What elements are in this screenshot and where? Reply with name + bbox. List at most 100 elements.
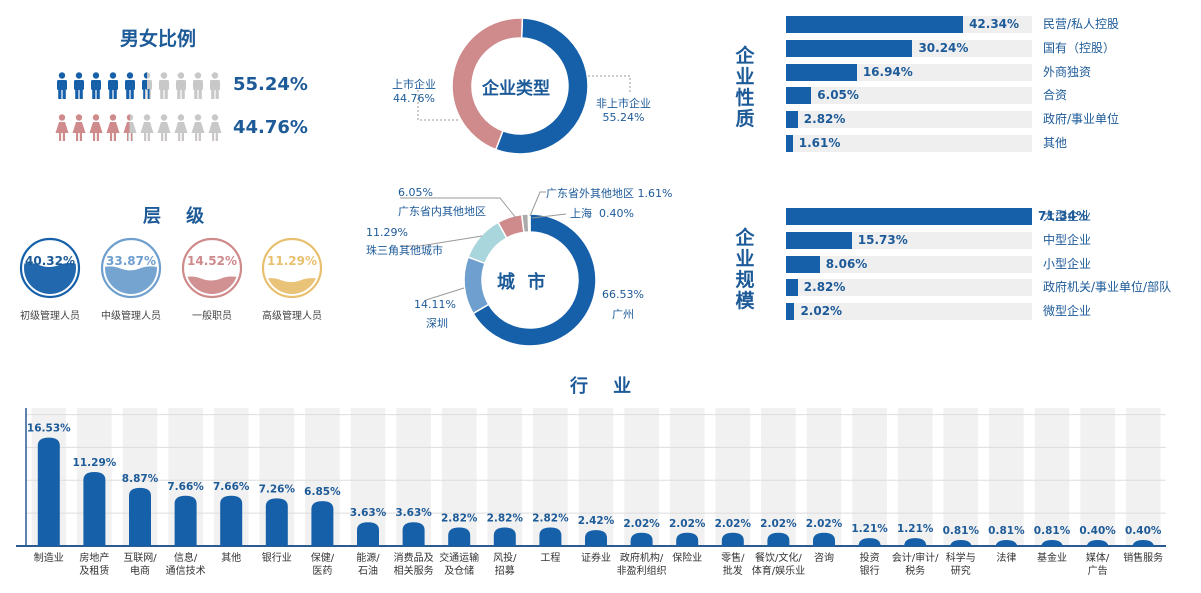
nature-label: 合资 [1043, 88, 1068, 103]
industry-value-label: 0.40% [1079, 525, 1116, 537]
female-person-icon [72, 114, 86, 141]
female-person-icon [55, 114, 69, 141]
city-leader-lines [400, 191, 567, 301]
industry-category-label: 工程 [540, 552, 560, 564]
industry-category-label: 银行业 [262, 551, 292, 564]
level-circle: 11.29% [261, 237, 323, 299]
industry-bg-column [806, 408, 842, 546]
industry-bar [585, 530, 607, 546]
scale-label: 小型企业 [1043, 256, 1092, 271]
industry-bg-column [943, 408, 979, 546]
scale-bar [786, 303, 795, 321]
scale-bar [786, 231, 852, 249]
industry-value-label: 2.02% [715, 518, 752, 530]
industry-category-label: 房地产及租赁 [79, 551, 109, 577]
industry-value-label: 6.85% [304, 486, 341, 498]
industry-category-label: 会计/审计/税务 [892, 551, 939, 577]
industry-bar [995, 540, 1018, 548]
industry-value-label: 0.81% [1034, 525, 1071, 537]
unlisted-pct: 55.24% [602, 111, 645, 124]
industry-category-label: 能源/石油 [356, 551, 380, 577]
industry-category-label: 风投/招募 [493, 551, 517, 577]
listed-pct: 44.76% [393, 92, 435, 105]
industry-bar [813, 532, 835, 546]
industry-value-label: 2.42% [578, 515, 615, 527]
industry-category-label: 其他 [221, 551, 241, 564]
nature-bar [786, 87, 812, 105]
male-person-icon [108, 72, 118, 99]
enterprise-type-slice [494, 17, 589, 155]
female-pct: 44.76% [233, 117, 308, 138]
nature-pct: 42.34% [969, 17, 1020, 31]
city-out-label: 广东省外其他地区 1.61% [546, 187, 673, 200]
male-person-icon [57, 72, 67, 99]
industry-bar [220, 495, 243, 546]
scale-pct: 15.73% [857, 232, 908, 247]
city-donut [463, 213, 597, 347]
industry-value-label: 8.87% [122, 473, 159, 485]
male-person-icon [125, 72, 135, 99]
nature-bar [786, 111, 798, 129]
female-person-icon [106, 114, 120, 141]
industry-category-label: 基金业 [1037, 551, 1067, 564]
industry-value-label: 3.63% [350, 507, 387, 519]
industry-value-label: 7.66% [167, 481, 204, 493]
city-prd-pct: 11.29% [366, 226, 408, 239]
female-person-icon [157, 114, 171, 141]
level-label: 高级管理人员 [262, 311, 322, 322]
female-person-icon [174, 114, 188, 141]
enterprise-type-donut [451, 17, 589, 155]
nature-bar [786, 135, 793, 152]
scale-track [786, 255, 1032, 273]
industry-bar [767, 532, 790, 546]
industry-bar [83, 471, 106, 546]
industry-bar [37, 437, 60, 546]
female-person-icon [140, 114, 154, 141]
industry-bar [265, 498, 288, 546]
industry-bar [357, 522, 379, 546]
nature-track [786, 111, 1032, 129]
nature-track [786, 87, 1032, 105]
scale-label: 大型企业 [1043, 209, 1092, 223]
industry-bg-column [441, 408, 477, 546]
industry-bg-column [715, 408, 751, 546]
scale-bar [786, 279, 798, 297]
female-person-icon [208, 114, 222, 141]
industry-value-label: 0.40% [1125, 525, 1162, 537]
city-sz-name: 深圳 [426, 317, 448, 330]
industry-title: 行 业 [570, 376, 632, 397]
industry-bar [1132, 540, 1155, 548]
industry-category-label: 互联网/电商 [123, 552, 157, 577]
industry-value-label: 1.21% [897, 523, 934, 535]
nature-pct: 6.05% [817, 88, 859, 103]
level-pct: 33.87% [106, 254, 156, 268]
scale-pct: 2.82% [803, 280, 846, 295]
industry-value-label: 2.02% [806, 518, 843, 530]
nature-pct: 1.61% [798, 136, 841, 150]
city-slice [472, 213, 597, 347]
level-label: 一般职员 [192, 311, 232, 322]
industry-category-label: 零售/批发 [721, 551, 745, 577]
industry-category-label: 消费品及相关服务 [394, 551, 434, 577]
level-circle: 14.52% [181, 237, 243, 299]
industry-bar [129, 487, 151, 546]
gender-title: 男女比例 [120, 28, 197, 50]
industry-bar [539, 527, 562, 546]
industry-bg-column [1125, 408, 1161, 546]
industry-bg-column [761, 408, 796, 546]
nature-title: 企业性质 [735, 45, 755, 130]
industry-bg-column [533, 408, 568, 546]
industry-value-label: 7.26% [259, 483, 296, 495]
male-pct: 55.24% [233, 74, 308, 95]
industry-category-label: 证券业 [581, 551, 611, 564]
city-gz-name: 广州 [612, 308, 634, 321]
industry-value-label: 0.81% [988, 525, 1025, 537]
nature-pct: 16.94% [862, 64, 913, 79]
male-person-icon [176, 72, 186, 99]
nature-label: 国有（控股） [1043, 40, 1116, 55]
industry-category-label: 保险业 [672, 551, 702, 564]
industry-category-label: 销售服务 [1123, 551, 1163, 564]
industry-value-label: 2.02% [623, 518, 660, 530]
level-circle: 33.87% [100, 237, 162, 299]
city-prd-name: 珠三角其他城市 [366, 244, 443, 257]
